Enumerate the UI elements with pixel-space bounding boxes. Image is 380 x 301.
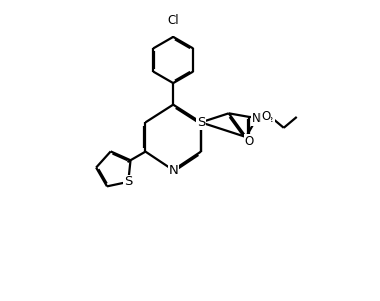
Text: Cl: Cl [167,14,179,27]
Text: O: O [261,110,271,123]
Text: NH₂: NH₂ [252,112,274,125]
Text: N: N [168,164,178,177]
Text: O: O [245,135,254,148]
Text: S: S [124,175,133,188]
Text: S: S [197,116,205,129]
